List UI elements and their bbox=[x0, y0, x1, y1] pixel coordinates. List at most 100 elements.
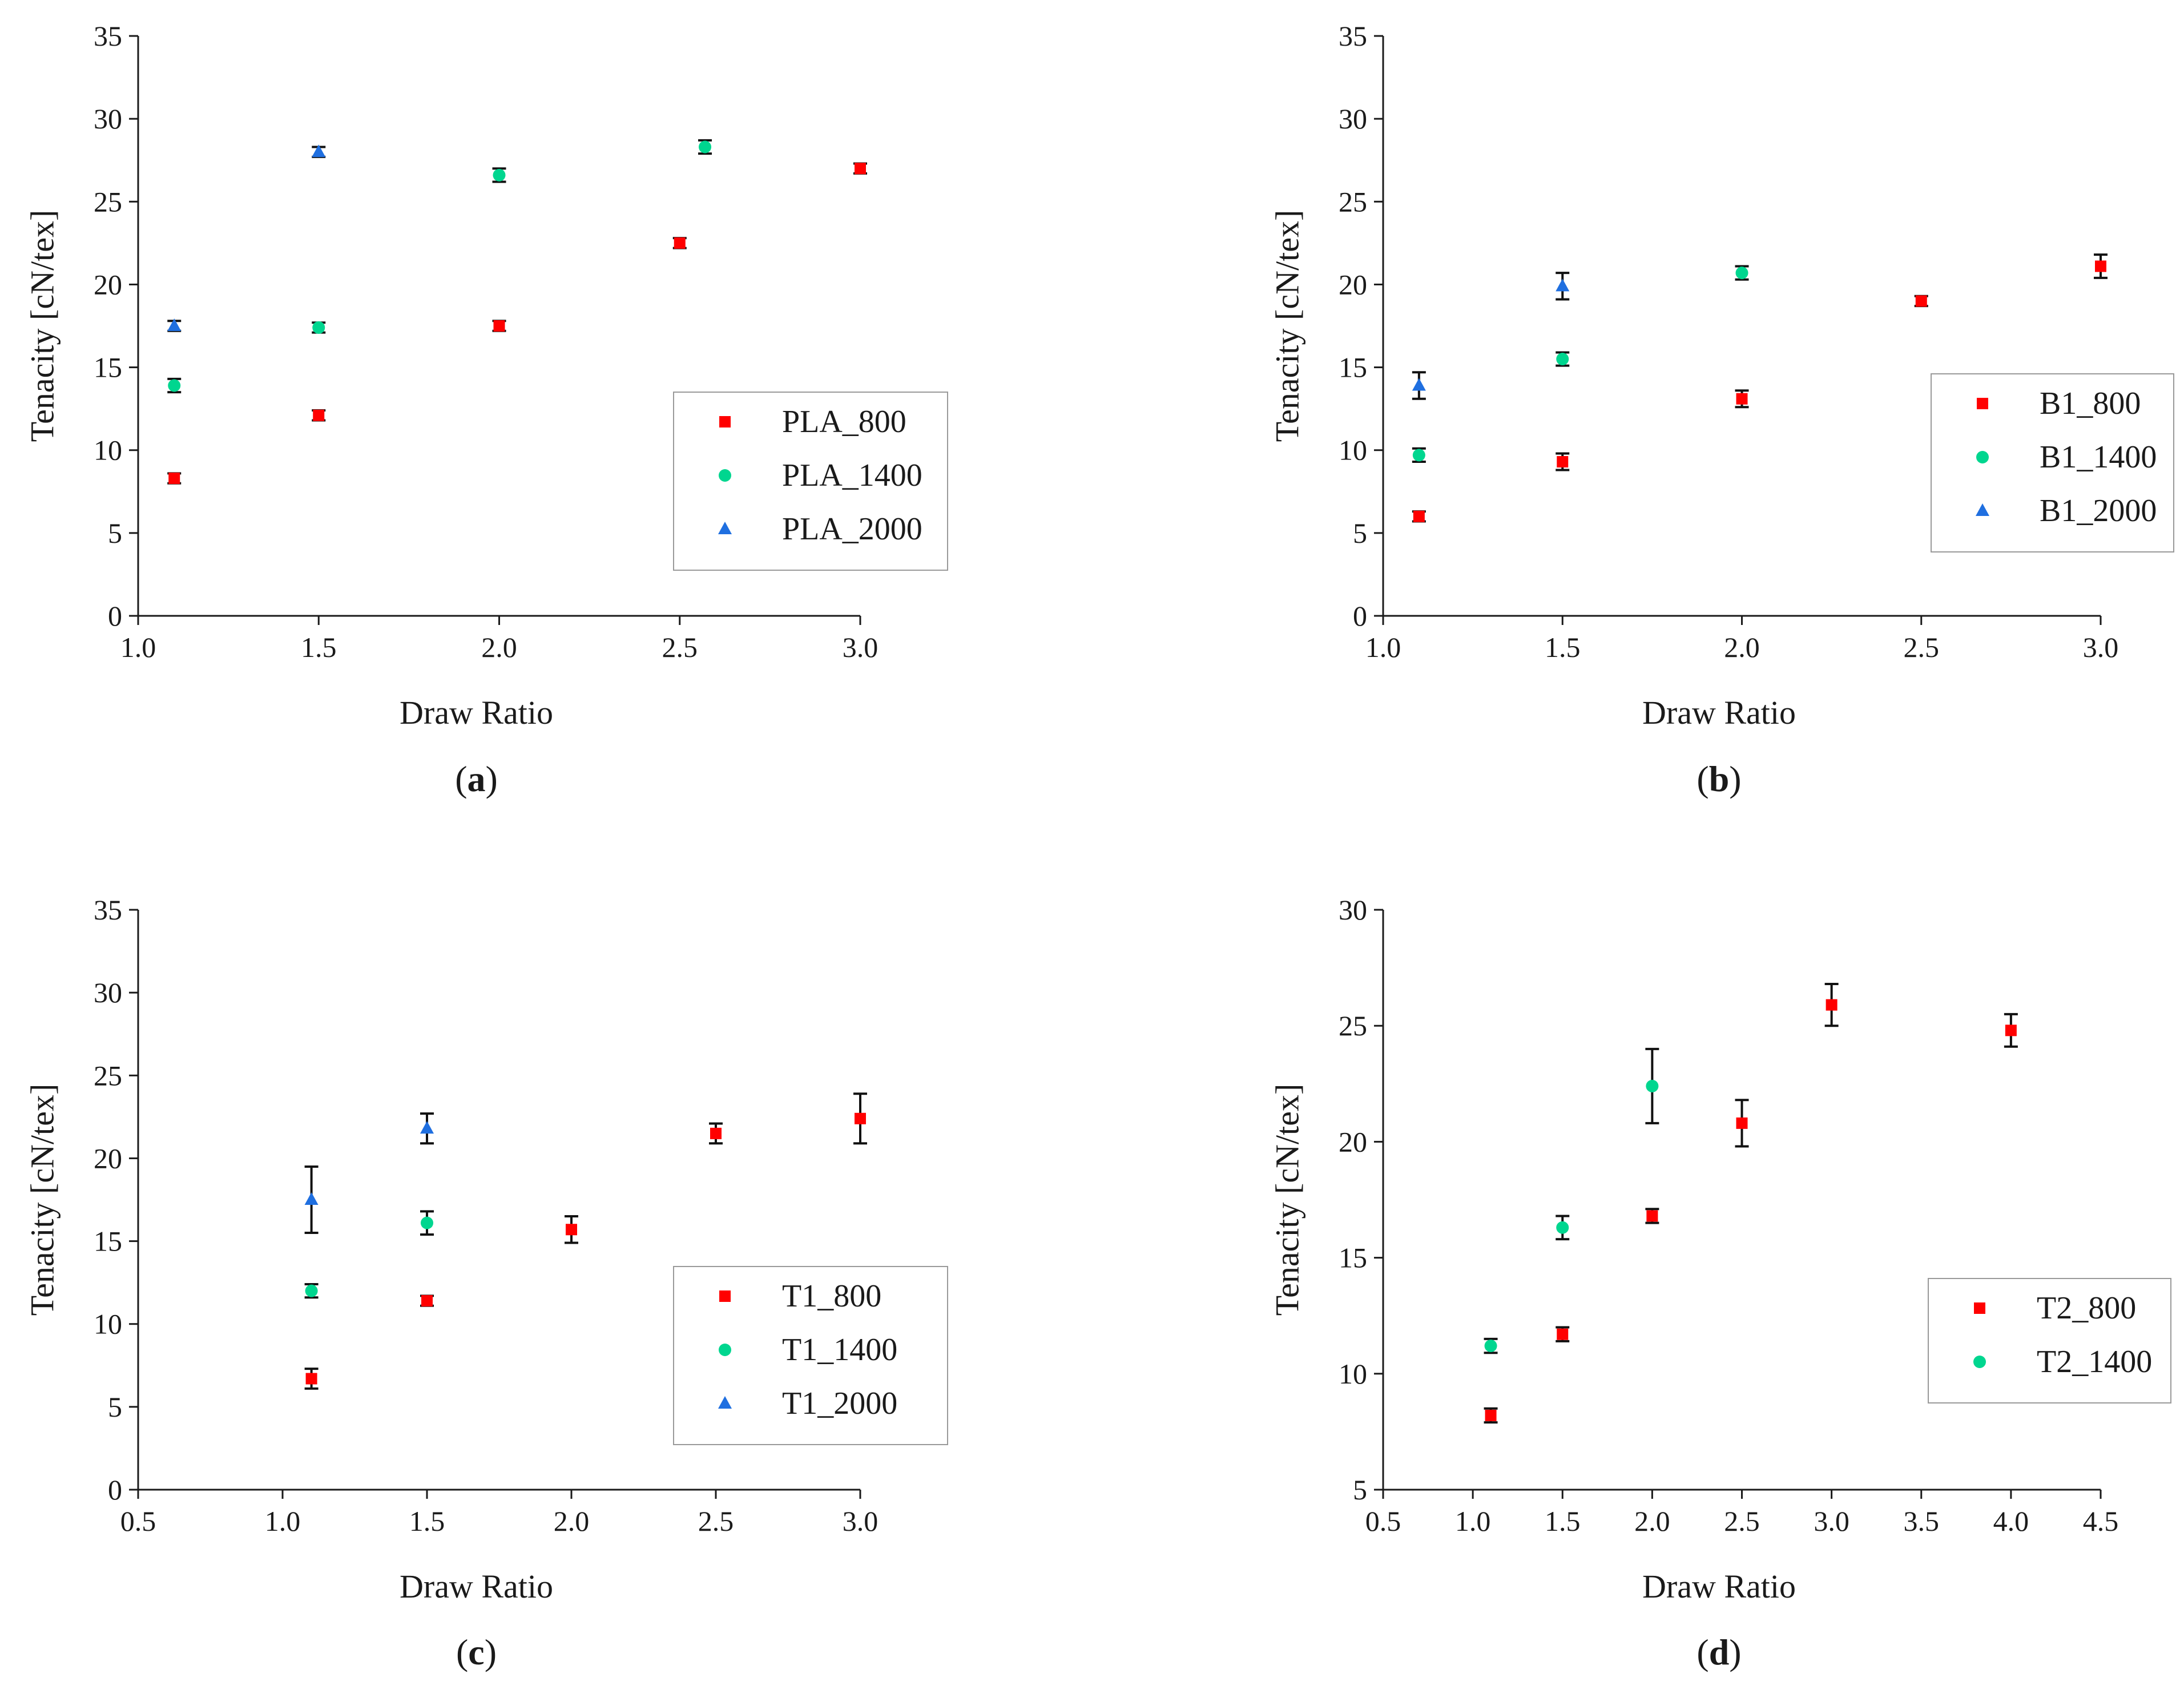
data-point bbox=[1557, 1328, 1569, 1340]
panel-label: (c) bbox=[456, 1632, 497, 1672]
chart-panel-a: 0 5 10 15 20 25 30 35 1.0 1.5 2.0 2.5 3.0 Draw Ratio T… bbox=[24, 20, 948, 799]
legend-label: B1_2000 bbox=[2040, 493, 2157, 529]
data-point bbox=[855, 1112, 866, 1124]
legend: T1_800 T1_1400 T1_2000 bbox=[673, 1266, 948, 1445]
legend: B1_800 B1_1400 B1_2000 bbox=[1931, 373, 2174, 552]
y-tick-label: 25 bbox=[94, 185, 122, 217]
chart-panel-c: 0 5 10 15 20 25 30 35 0.5 1.0 1.5 2.0 2.5 3.0 Draw Rat… bbox=[24, 894, 948, 1672]
x-tick-label: 4.0 bbox=[1993, 1505, 2029, 1537]
data-point bbox=[312, 321, 325, 334]
data-point bbox=[1556, 1221, 1569, 1234]
y-tick-label: 35 bbox=[1339, 20, 1367, 52]
x-axis-title: Draw Ratio bbox=[1642, 694, 1796, 731]
panel-label: (a) bbox=[455, 759, 498, 799]
y-tick-label: 20 bbox=[94, 1142, 122, 1174]
x-tick-label: 3.5 bbox=[1904, 1505, 1940, 1537]
legend-marker bbox=[1977, 398, 1988, 409]
y-tick-label: 35 bbox=[94, 894, 122, 926]
data-point bbox=[421, 1295, 433, 1307]
legend-marker bbox=[1974, 1302, 1985, 1314]
legend-label: B1_800 bbox=[2040, 386, 2141, 421]
legend-marker bbox=[718, 1396, 732, 1409]
x-tick-label: 2.0 bbox=[554, 1505, 590, 1537]
y-tick-label: 0 bbox=[1353, 600, 1367, 632]
panel-label: (d) bbox=[1697, 1632, 1741, 1672]
y-tick-label: 15 bbox=[94, 1225, 122, 1257]
legend-marker bbox=[1976, 451, 1989, 463]
y-axis-title: Tenacity [cN/tex] bbox=[1269, 210, 1306, 442]
data-point bbox=[1413, 510, 1425, 522]
data-point bbox=[1826, 999, 1838, 1011]
legend-label: T1_800 bbox=[782, 1278, 881, 1314]
x-axis-title: Draw Ratio bbox=[1642, 1568, 1796, 1605]
series-B1_1400 bbox=[1412, 265, 1749, 463]
x-axis-title: Draw Ratio bbox=[400, 694, 553, 731]
legend-label: PLA_800 bbox=[782, 404, 906, 439]
data-point bbox=[674, 237, 686, 249]
data-point bbox=[1412, 378, 1426, 391]
x-tick-label: 2.0 bbox=[481, 631, 517, 663]
legend-label: PLA_2000 bbox=[782, 511, 922, 547]
data-point bbox=[1646, 1210, 1658, 1222]
y-tick-label: 5 bbox=[108, 517, 122, 549]
x-tick-label: 2.0 bbox=[1724, 631, 1760, 663]
data-point bbox=[1485, 1409, 1497, 1421]
data-point bbox=[305, 1284, 318, 1297]
data-point bbox=[1915, 295, 1927, 307]
legend-marker bbox=[1976, 503, 1989, 516]
x-tick-label: 1.5 bbox=[1545, 631, 1581, 663]
legend-label: B1_1400 bbox=[2040, 439, 2157, 475]
legend: T2_800 T2_1400 bbox=[1928, 1278, 2171, 1403]
legend-box bbox=[1931, 373, 2174, 552]
legend-label: PLA_1400 bbox=[782, 458, 922, 493]
data-point bbox=[699, 140, 712, 154]
data-point bbox=[566, 1224, 577, 1236]
x-tick-label: 3.0 bbox=[1814, 1505, 1849, 1537]
x-tick-label: 4.5 bbox=[2083, 1505, 2119, 1537]
legend-marker bbox=[719, 1344, 731, 1356]
y-tick-label: 0 bbox=[108, 600, 122, 632]
x-tick-label: 2.5 bbox=[698, 1505, 734, 1537]
data-point bbox=[855, 163, 866, 175]
x-tick-label: 3.0 bbox=[2083, 631, 2119, 663]
legend-marker bbox=[1973, 1356, 1986, 1368]
legend-marker bbox=[718, 522, 732, 534]
data-point bbox=[2095, 260, 2106, 272]
data-point bbox=[1557, 456, 1569, 468]
x-tick-label: 2.5 bbox=[1724, 1505, 1760, 1537]
data-point bbox=[167, 318, 182, 331]
x-tick-label: 2.5 bbox=[1904, 631, 1940, 663]
series-T1_2000 bbox=[304, 1112, 434, 1235]
data-point bbox=[493, 168, 506, 182]
y-axis-title: Tenacity [cN/tex] bbox=[1269, 1084, 1306, 1316]
x-tick-label: 1.5 bbox=[301, 631, 337, 663]
data-point bbox=[168, 473, 180, 485]
y-tick-label: 25 bbox=[1339, 1010, 1367, 1042]
data-point bbox=[421, 1216, 433, 1229]
data-point bbox=[493, 320, 505, 332]
legend-label: T1_2000 bbox=[782, 1386, 897, 1421]
x-tick-label: 3.0 bbox=[843, 1505, 879, 1537]
legend-marker bbox=[719, 1290, 731, 1302]
x-axis-title: Draw Ratio bbox=[400, 1568, 553, 1605]
y-tick-label: 25 bbox=[94, 1059, 122, 1091]
y-tick-label: 30 bbox=[1339, 894, 1367, 926]
data-point bbox=[1556, 353, 1569, 366]
data-point bbox=[1735, 267, 1748, 280]
series-T2_800 bbox=[1484, 983, 2018, 1424]
series-T2_1400 bbox=[1484, 1047, 1659, 1354]
data-point bbox=[1646, 1079, 1659, 1092]
y-tick-label: 25 bbox=[1339, 185, 1367, 217]
series-T1_800 bbox=[304, 1092, 867, 1390]
panel-label: (b) bbox=[1697, 759, 1741, 799]
y-tick-label: 10 bbox=[1339, 1358, 1367, 1390]
y-tick-label: 20 bbox=[1339, 268, 1367, 300]
data-point bbox=[710, 1127, 722, 1139]
data-point bbox=[304, 1192, 319, 1205]
y-tick-label: 30 bbox=[94, 977, 122, 1009]
data-point bbox=[1556, 279, 1570, 292]
y-tick-label: 0 bbox=[108, 1474, 122, 1506]
y-tick-label: 15 bbox=[1339, 1242, 1367, 1274]
x-tick-label: 1.0 bbox=[1365, 631, 1401, 663]
y-tick-label: 35 bbox=[94, 20, 122, 52]
